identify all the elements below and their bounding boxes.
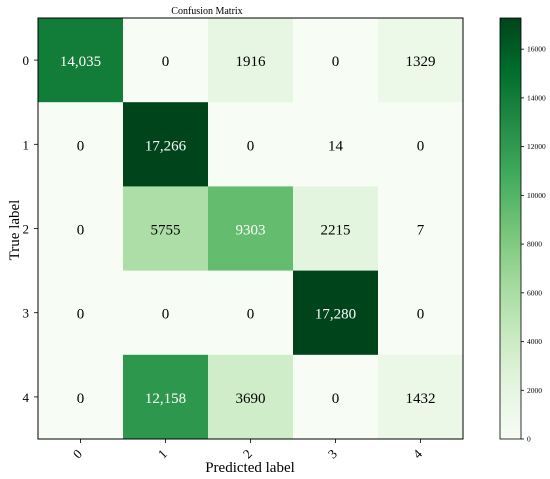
heatmap-cell-4-4 [378, 354, 464, 440]
heatmap-cell-4-2 [208, 354, 294, 440]
cell-label-3-2: 0 [247, 307, 255, 323]
heatmap-cell-0-1 [123, 18, 209, 103]
colorbar-tick-label: 10000 [527, 191, 546, 200]
heatmap-cell-labels: 14,035 0 1916 0 1329 0 17,266 0 14 0 0 5755 9303 2215… [60, 54, 436, 407]
cell-label-0-0: 14,035 [60, 54, 101, 70]
cell-label-3-3: 17,280 [315, 307, 356, 323]
cell-label-2-2: 9303 [236, 223, 266, 239]
chart-title: Confusion Matrix [171, 6, 242, 17]
heatmap-cell-1-4 [378, 102, 464, 187]
heatmap-cell-3-2 [208, 270, 294, 356]
cell-label-1-0: 0 [77, 138, 85, 154]
heatmap-cell-2-3 [293, 186, 379, 271]
heatmap-cell-4-1 [123, 354, 209, 440]
x-tick-label: 4 [410, 446, 426, 462]
heatmap-cell-4-3 [293, 354, 379, 440]
colorbar-tick-label: 4000 [527, 337, 542, 346]
colorbar-tick-label: 6000 [527, 288, 542, 297]
heatmap-cell-2-0 [38, 186, 124, 271]
heatmap-cell-1-2 [208, 102, 294, 187]
y-tick-label: 4 [23, 390, 30, 405]
heatmap-cell-3-4 [378, 270, 464, 356]
colorbar-tick-label: 14000 [527, 93, 546, 102]
y-tick-label: 2 [23, 222, 30, 237]
cell-label-0-4: 1329 [406, 54, 436, 70]
cell-label-3-0: 0 [77, 307, 85, 323]
colorbar-tick-label: 0 [527, 435, 531, 444]
heatmap-cell-0-3 [293, 18, 379, 103]
heatmap-cell-3-3 [293, 270, 379, 356]
x-axis-label: Predicted label [205, 460, 295, 476]
cell-label-3-4: 0 [417, 307, 425, 323]
y-tick-label: 0 [23, 53, 30, 68]
heatmap-cell-1-3 [293, 102, 379, 187]
y-tick-label: 3 [23, 306, 30, 321]
colorbar-tick-label: 12000 [527, 142, 546, 151]
cell-label-2-1: 5755 [151, 223, 181, 239]
heatmap-cells [38, 18, 464, 440]
heatmap-cell-2-4 [378, 186, 464, 271]
cell-label-0-3: 0 [332, 54, 340, 70]
colorbar-tick-label: 2000 [527, 386, 542, 395]
heatmap-cell-3-0 [38, 270, 124, 356]
heatmap-cell-3-1 [123, 270, 209, 356]
colorbar-tick-label: 16000 [527, 45, 546, 54]
x-tick-label: 0 [70, 446, 85, 461]
cell-label-2-4: 7 [417, 223, 425, 239]
heatmap-cell-1-0 [38, 102, 124, 187]
cell-label-4-1: 12,158 [145, 391, 186, 407]
cell-label-2-3: 2215 [321, 223, 351, 239]
cell-label-1-3: 14 [328, 138, 344, 154]
heatmap-cell-0-4 [378, 18, 464, 103]
cell-label-2-0: 0 [77, 223, 85, 239]
cell-label-1-1: 17,266 [145, 138, 187, 154]
y-axis-label: True label [7, 200, 23, 261]
colorbar [499, 17, 522, 440]
cell-label-4-3: 0 [332, 391, 340, 407]
y-tick-label: 1 [23, 137, 30, 152]
colorbar-ticks: 0 2000 4000 6000 8000 10000 12000 14000 16000 [521, 45, 546, 444]
colorbar-tick-label: 8000 [527, 240, 542, 249]
cell-label-4-4: 1432 [406, 391, 436, 407]
cell-label-4-2: 3690 [236, 391, 266, 407]
cell-label-0-2: 1916 [236, 54, 267, 70]
heatmap-cell-1-1 [123, 102, 209, 187]
heatmap-cell-0-0 [38, 18, 124, 103]
heatmap-cell-0-2 [208, 18, 294, 103]
heatmap-cell-2-2 [208, 186, 294, 271]
heatmap-cell-2-1 [123, 186, 209, 271]
y-axis-ticks: 0 1 2 3 4 [23, 53, 38, 405]
cell-label-4-0: 0 [77, 391, 85, 407]
cell-label-3-1: 0 [162, 307, 170, 323]
cell-label-1-2: 0 [247, 138, 255, 154]
cell-label-0-1: 0 [162, 54, 170, 70]
heatmap-cell-4-0 [38, 354, 124, 440]
x-tick-label: 3 [325, 446, 340, 461]
x-tick-label: 1 [155, 446, 170, 461]
cell-label-1-4: 0 [417, 138, 425, 154]
